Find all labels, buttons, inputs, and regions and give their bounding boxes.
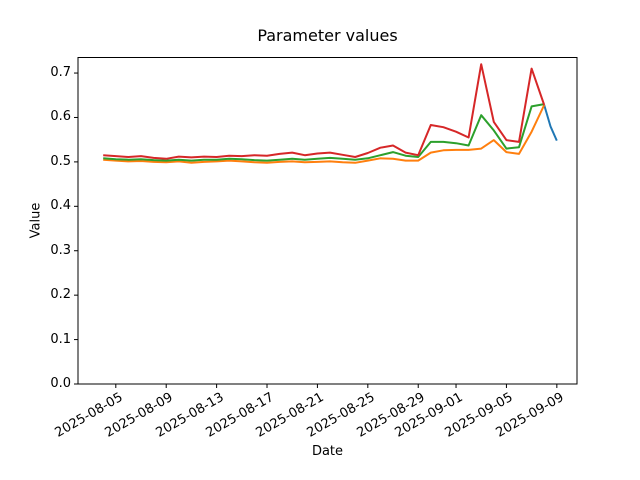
y-tick-label: 0.5 bbox=[50, 153, 71, 169]
y-tick-label: 0.0 bbox=[50, 376, 71, 391]
y-tick-label: 0.6 bbox=[50, 109, 71, 125]
axes-frame bbox=[77, 57, 578, 385]
y-tick-label: 0.1 bbox=[50, 331, 71, 347]
series-orange bbox=[103, 104, 546, 164]
y-tick-label: 0.2 bbox=[50, 287, 71, 303]
y-tick-label: 0.4 bbox=[50, 198, 71, 214]
series-red bbox=[103, 63, 546, 160]
y-tick-label: 0.3 bbox=[50, 242, 71, 258]
series-green bbox=[103, 103, 545, 162]
y-tick-label: 0.7 bbox=[50, 65, 71, 81]
x-axis-label: Date bbox=[311, 444, 344, 459]
series-blue bbox=[543, 104, 558, 142]
chart-title: Parameter values bbox=[257, 26, 398, 45]
